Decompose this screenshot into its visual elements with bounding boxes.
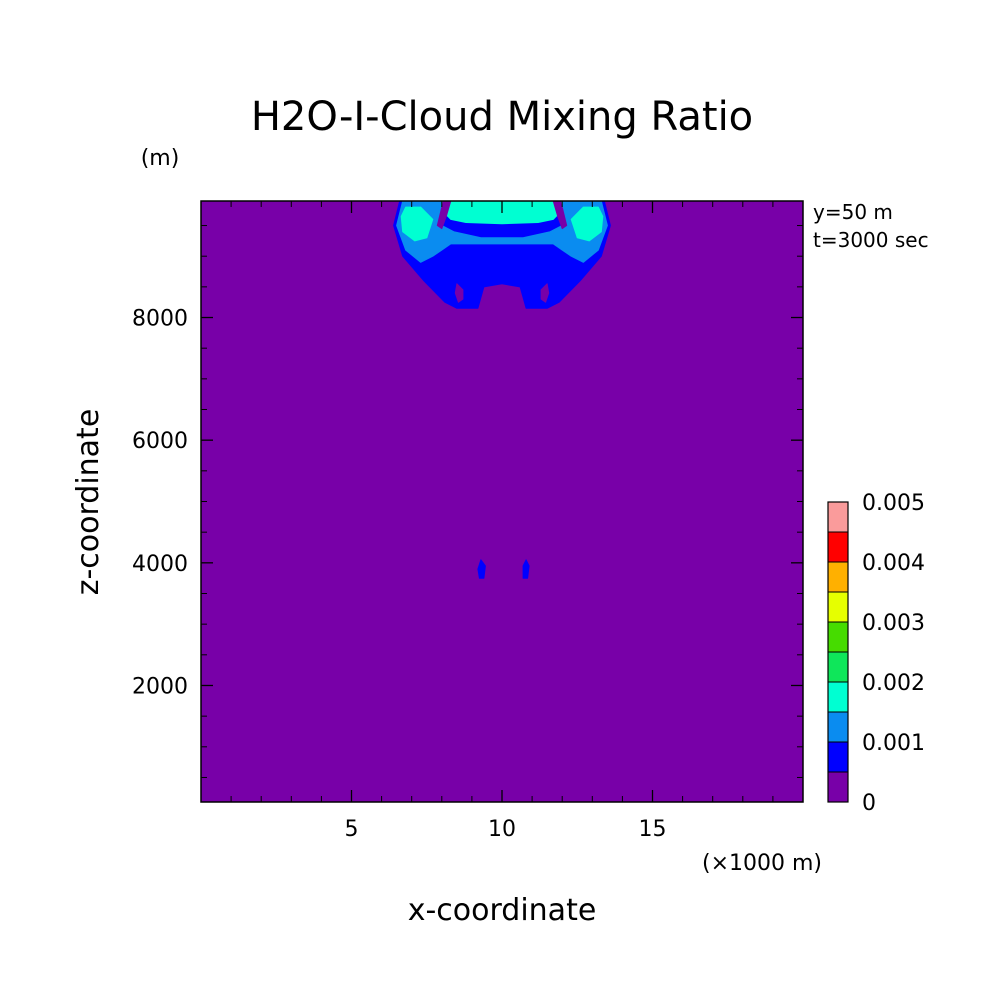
x-axis-title: x-coordinate bbox=[408, 893, 597, 928]
y-tick-label: 4000 bbox=[132, 552, 188, 577]
colorbar-swatch bbox=[828, 712, 848, 742]
cloud-lobe-left bbox=[400, 206, 434, 242]
colorbar-swatch bbox=[828, 532, 848, 562]
background-fill bbox=[201, 201, 803, 802]
x-tick-label: 10 bbox=[488, 817, 516, 842]
colorbar-swatch bbox=[828, 592, 848, 622]
colorbar-label: 0.005 bbox=[862, 491, 925, 516]
y-tick-label: 8000 bbox=[132, 307, 188, 332]
chart-title: H2O-I-Cloud Mixing Ratio bbox=[251, 94, 753, 140]
colorbar-label: 0.002 bbox=[862, 671, 925, 696]
cloud-lobe-right bbox=[570, 206, 604, 242]
x-tick-label: 5 bbox=[345, 817, 359, 842]
colorbar-swatch bbox=[828, 622, 848, 652]
clear-pocket-left bbox=[454, 283, 464, 303]
y-axis-unit: (m) bbox=[141, 146, 180, 171]
y-axis-title: z-coordinate bbox=[71, 409, 106, 596]
colorbar-swatch bbox=[828, 652, 848, 682]
y-tick-label: 2000 bbox=[132, 674, 188, 699]
colorbar-swatch bbox=[828, 682, 848, 712]
x-axis-unit: (×1000 m) bbox=[702, 851, 822, 876]
colorbar: 0 0.001 0.002 0.003 0.004 0.005 bbox=[827, 491, 925, 816]
small-cell-right bbox=[522, 559, 530, 579]
cloud-anvil-outer bbox=[393, 200, 611, 309]
colorbar-swatch bbox=[828, 742, 848, 772]
x-tick-label: 15 bbox=[639, 817, 667, 842]
y-tick-label: 6000 bbox=[132, 429, 188, 454]
colorbar-label: 0.001 bbox=[862, 731, 925, 756]
colorbar-label: 0 bbox=[862, 791, 876, 816]
clear-pocket-right bbox=[540, 283, 550, 303]
colorbar-label: 0.003 bbox=[862, 611, 925, 636]
colorbar-label: 0.004 bbox=[862, 551, 925, 576]
colorbar-frame bbox=[827, 501, 849, 803]
info-y-position: y=50 m bbox=[813, 200, 893, 224]
info-time: t=3000 sec bbox=[813, 228, 929, 252]
small-cell-left bbox=[477, 559, 486, 579]
plot-area: 5 10 15 2000 4000 6000 8000 bbox=[132, 200, 804, 842]
colorbar-swatch bbox=[828, 562, 848, 592]
colorbar-swatch bbox=[828, 502, 848, 532]
colorbar-swatch bbox=[828, 772, 848, 802]
